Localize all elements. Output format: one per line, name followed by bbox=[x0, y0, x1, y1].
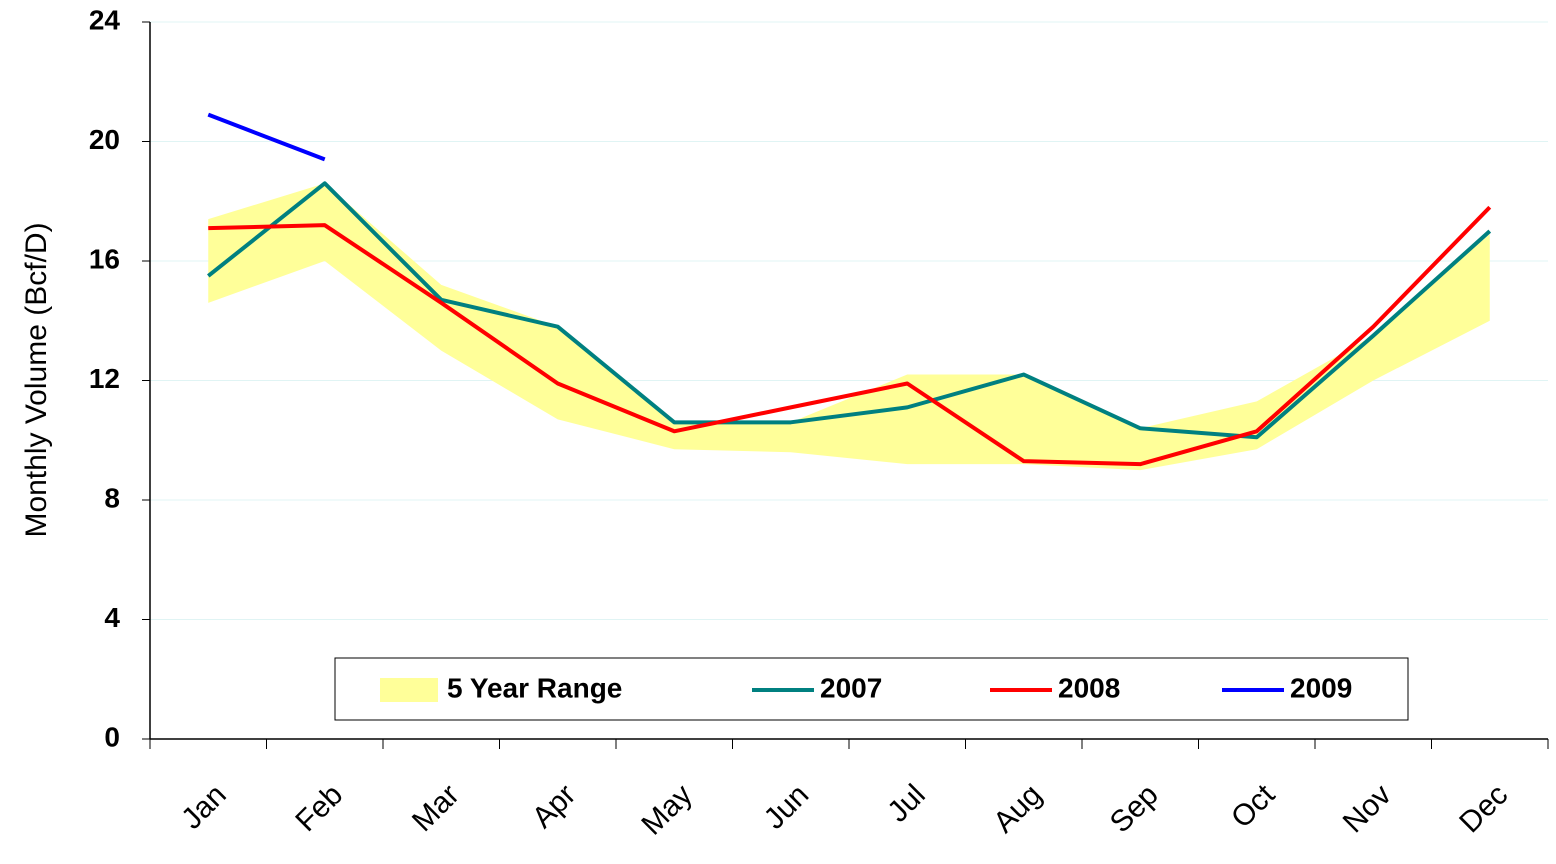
x-tick-label: Jan bbox=[175, 778, 233, 836]
x-tick-label: Jun bbox=[758, 778, 816, 836]
y-tick-label: 16 bbox=[89, 243, 120, 274]
y-axis-title: Monthly Volume (Bcf/D) bbox=[20, 222, 53, 537]
x-tick-label: May bbox=[635, 778, 698, 841]
x-tick-label: Oct bbox=[1225, 778, 1282, 835]
legend-swatch bbox=[380, 678, 438, 702]
x-tick-label: Apr bbox=[526, 778, 582, 834]
y-tick-label: 4 bbox=[104, 602, 120, 633]
y-tick-label: 0 bbox=[104, 721, 120, 752]
legend-label: 5 Year Range bbox=[447, 672, 622, 703]
series-line bbox=[207, 112, 326, 162]
x-tick-label: Sep bbox=[1104, 778, 1165, 839]
legend-label: 2008 bbox=[1058, 672, 1120, 703]
x-tick-label: Aug bbox=[987, 778, 1048, 839]
x-tick-label: Jul bbox=[881, 778, 931, 828]
series-line bbox=[208, 205, 1492, 467]
y-tick-label: 8 bbox=[104, 482, 120, 513]
y-tick-label: 12 bbox=[89, 363, 120, 394]
y-tick-label: 20 bbox=[89, 124, 120, 155]
x-tick-label: Mar bbox=[406, 778, 466, 838]
series-line bbox=[207, 181, 1492, 440]
legend-label: 2009 bbox=[1290, 672, 1352, 703]
x-tick-label: Nov bbox=[1337, 778, 1398, 839]
range-area bbox=[208, 183, 1490, 471]
y-tick-label: 24 bbox=[89, 4, 121, 35]
x-tick-label: Dec bbox=[1453, 778, 1514, 839]
x-tick-label: Feb bbox=[289, 778, 349, 838]
legend-label: 2007 bbox=[820, 672, 882, 703]
